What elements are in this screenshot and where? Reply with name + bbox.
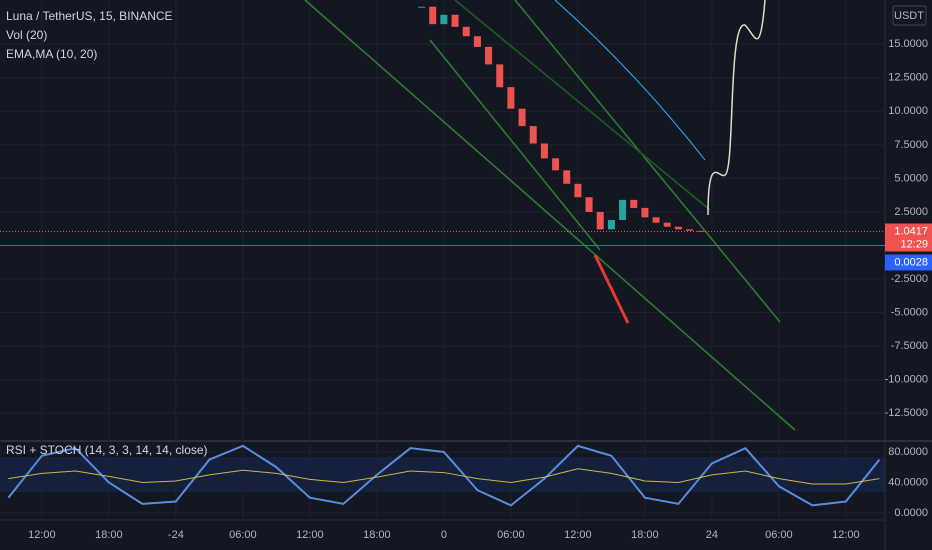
x-tick-label: 24 bbox=[706, 529, 718, 541]
drawings bbox=[304, 0, 796, 431]
y-tick-label: 80.0000 bbox=[888, 446, 928, 458]
averages-label: EMA,MA (10, 20) bbox=[6, 47, 97, 61]
marks: 15.0000 12.5000 10.0000 7.5000 5.0000 2.5000 -… bbox=[0, 6, 932, 541]
candle bbox=[697, 230, 705, 232]
candle bbox=[686, 229, 694, 231]
y-tick-label: -12.5000 bbox=[885, 407, 928, 419]
rsi-band bbox=[0, 457, 885, 492]
candle bbox=[630, 199, 638, 208]
rsi-label: RSI + STOCH (14, 3, 3, 14, 14, close) bbox=[6, 443, 208, 457]
legend: Luna / TetherUS, 15, BINANCE Vol (20) EM… bbox=[6, 5, 927, 457]
x-tick-label: 12:00 bbox=[28, 529, 56, 541]
candle bbox=[641, 207, 649, 218]
candle bbox=[462, 26, 470, 37]
volume-label: Vol (20) bbox=[6, 28, 47, 42]
candle bbox=[585, 197, 593, 212]
candle bbox=[663, 222, 671, 227]
last-price-tag bbox=[885, 223, 932, 252]
candle bbox=[552, 158, 560, 171]
candle bbox=[418, 6, 426, 8]
projection bbox=[707, 0, 766, 216]
x-tick-label: 06:00 bbox=[497, 529, 525, 541]
trend-line bbox=[514, 0, 781, 323]
candle bbox=[540, 143, 548, 159]
candle bbox=[496, 64, 504, 88]
last-price-label: 1.0417 bbox=[894, 225, 928, 237]
y-tick-label: -2.5000 bbox=[891, 273, 928, 285]
trend-line bbox=[304, 0, 796, 431]
candle bbox=[440, 14, 448, 25]
x-tick-label: 12:00 bbox=[832, 529, 860, 541]
candle bbox=[674, 226, 682, 230]
y-tick-label: 12.5000 bbox=[888, 72, 928, 84]
reference-price-label: 0.0028 bbox=[894, 256, 928, 268]
currency-button[interactable] bbox=[892, 5, 927, 26]
y-tick-label: 10.0000 bbox=[888, 105, 928, 117]
x-tick-label: 18:00 bbox=[95, 529, 123, 541]
x-tick-label: -24 bbox=[168, 529, 184, 541]
y-tick-label: -10.0000 bbox=[885, 374, 928, 386]
x-tick-label: 18:00 bbox=[363, 529, 391, 541]
candle bbox=[652, 217, 660, 223]
trend-line bbox=[454, 0, 711, 211]
y-tick-label: 7.5000 bbox=[894, 139, 928, 151]
currency[interactable]: USDT bbox=[894, 10, 924, 22]
y-tick-label: 2.5000 bbox=[894, 206, 928, 218]
candle bbox=[473, 36, 481, 47]
x-tick-label: 0 bbox=[441, 529, 447, 541]
y-tick-label: 0.0000 bbox=[894, 507, 928, 519]
candle bbox=[529, 126, 537, 144]
y-tick-label: 40.0000 bbox=[888, 476, 928, 488]
candle bbox=[429, 6, 437, 25]
x-tick-label: 12:00 bbox=[564, 529, 592, 541]
candle bbox=[619, 199, 627, 220]
x-tick-label: 06:00 bbox=[229, 529, 257, 541]
x-tick-label: 12:00 bbox=[296, 529, 324, 541]
symbol: Luna / TetherUS, 15, BINANCE bbox=[6, 9, 173, 23]
y-tick-label: -7.5000 bbox=[891, 340, 928, 352]
x-tick-label: 06:00 bbox=[765, 529, 793, 541]
trend-line bbox=[429, 39, 601, 251]
grid bbox=[0, 0, 885, 520]
indicator-line bbox=[8, 468, 880, 485]
y-tick-label: -5.0000 bbox=[891, 306, 928, 318]
candle bbox=[574, 183, 582, 198]
y-tick-label: 5.0000 bbox=[894, 172, 928, 184]
candle bbox=[451, 14, 459, 27]
candle bbox=[507, 87, 515, 109]
candle bbox=[518, 108, 526, 127]
candle bbox=[596, 211, 604, 230]
candle bbox=[607, 220, 615, 230]
trend-line bbox=[593, 254, 630, 324]
y-tick-label: 15.0000 bbox=[888, 38, 928, 50]
countdown: 12:29 bbox=[900, 238, 928, 250]
candle bbox=[563, 170, 571, 184]
x-tick-label: 18:00 bbox=[631, 529, 659, 541]
candle bbox=[485, 46, 493, 65]
reference-price-tag bbox=[885, 254, 932, 271]
indicator-line bbox=[7, 444, 881, 507]
moving-average bbox=[554, 0, 706, 161]
